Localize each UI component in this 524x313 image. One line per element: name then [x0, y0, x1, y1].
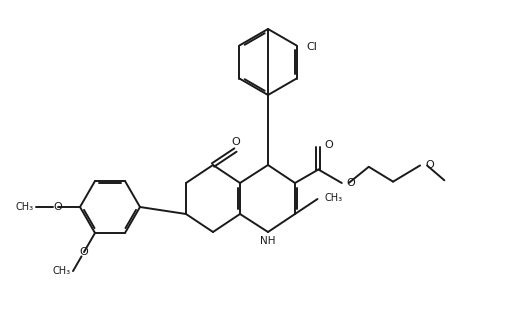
Text: O: O [80, 247, 89, 257]
Text: CH₃: CH₃ [53, 266, 71, 276]
Text: CH₃: CH₃ [16, 202, 34, 212]
Text: NH: NH [260, 236, 276, 246]
Text: O: O [53, 202, 62, 212]
Text: O: O [347, 178, 355, 188]
Text: O: O [425, 161, 434, 171]
Text: Cl: Cl [307, 43, 318, 53]
Text: O: O [324, 140, 333, 150]
Text: O: O [231, 137, 240, 147]
Text: CH₃: CH₃ [324, 193, 343, 203]
